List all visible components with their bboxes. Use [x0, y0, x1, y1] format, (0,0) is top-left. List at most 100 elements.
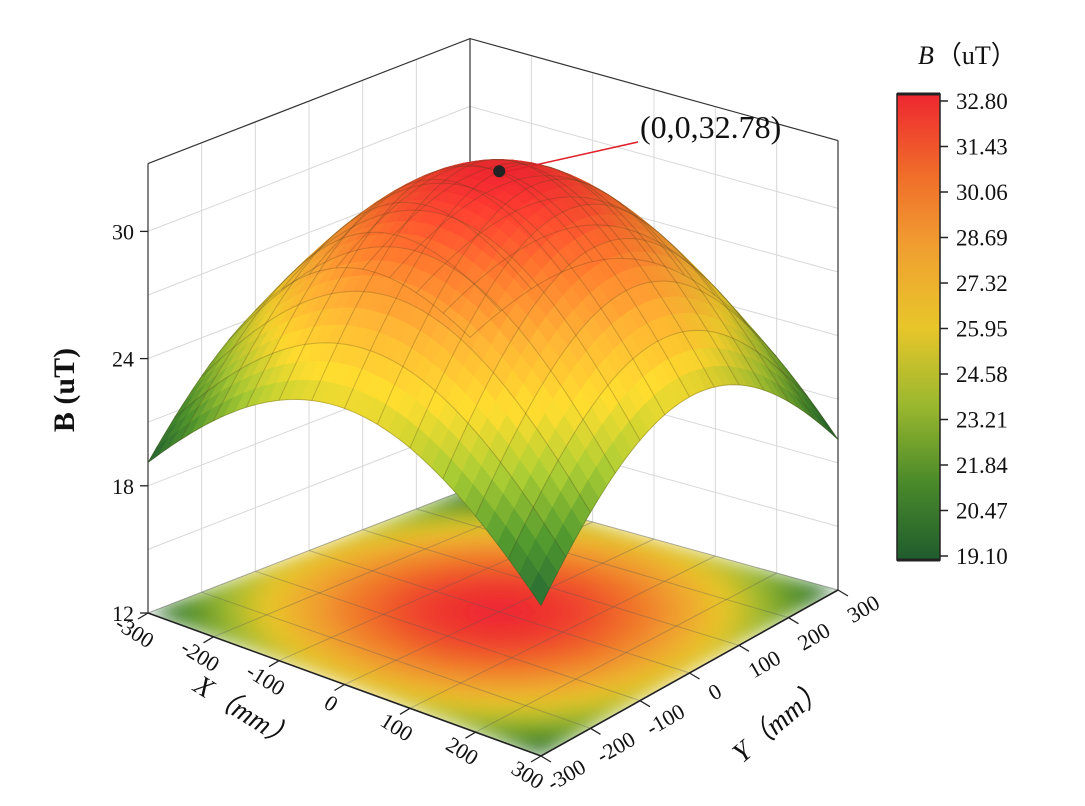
floor-gridline-y: [416, 508, 789, 619]
y-tick-label: 200: [793, 617, 834, 655]
peak-leader-line: [503, 141, 639, 173]
floor-cell: [755, 570, 783, 581]
z-tick-label: 12: [112, 601, 134, 626]
floor-cell: [641, 538, 669, 549]
floor-cell: [811, 585, 838, 597]
surface-meshline-x: [507, 329, 808, 559]
surface-meshline-x: [376, 178, 686, 425]
colorbar-tick-label: 23.21: [956, 408, 1008, 433]
y-axis-title: Y（mm）: [727, 674, 833, 770]
y-tick-mark: [540, 755, 552, 763]
surface-meshline-y: [362, 162, 740, 386]
floor-blur: [148, 488, 838, 756]
y-tick-label: 100: [744, 645, 785, 683]
y-tick-label: 0: [704, 678, 726, 705]
z-tick-label: 18: [112, 474, 134, 499]
z-tick-label: 24: [112, 347, 134, 372]
x-tick-label: -100: [242, 658, 289, 701]
x-tick-label: -200: [177, 634, 224, 677]
surface-meshline-x: [540, 384, 839, 606]
colorbar-title-symbol: B: [918, 41, 934, 70]
surface-meshline-x: [147, 267, 471, 463]
y-tick-mark: [837, 589, 849, 597]
floor-cell: [655, 542, 683, 553]
floor-gridline-y: [308, 550, 690, 674]
surface-mesh: [147, 158, 839, 607]
x-tick-label: 0: [320, 690, 343, 717]
colorbar-tick-label: 27.32: [956, 271, 1008, 296]
colorbar-tick-label: 21.84: [956, 453, 1008, 478]
floor-cell: [769, 574, 797, 585]
z-axis-title: B (uT): [48, 348, 81, 432]
x-tick-mark: [268, 660, 280, 668]
floor-gridline-y: [362, 529, 740, 646]
colorbar-tick-label: 20.47: [956, 499, 1008, 524]
peak-marker: [493, 165, 506, 178]
floor-gridline-y: [255, 570, 641, 702]
y-tick-mark: [639, 700, 651, 708]
floor-cell: [684, 550, 712, 561]
colorbar-ticks: 32.80 31.43 30.06 28.69 27.32 25.95 24.58 23.21…: [897, 89, 1008, 569]
floor-cell: [669, 546, 698, 557]
surface-meshline-y: [281, 182, 666, 415]
colorbar-tick-label: 32.80: [956, 89, 1008, 114]
colorbar-tick-label: 28.69: [956, 226, 1008, 251]
peak-label: (0,0,32.78): [640, 109, 781, 145]
x-tick-mark: [399, 707, 411, 715]
colorbar-scale: [896, 93, 941, 561]
surface-meshline-y: [174, 342, 567, 558]
surface-meshline-x: [213, 201, 532, 422]
x-tick-label: 100: [376, 708, 417, 747]
floor-gridline-x: [213, 504, 532, 638]
y-tick-mark: [590, 727, 601, 735]
floor-gridline-y: [201, 591, 591, 729]
y-tick-label: -300: [543, 754, 590, 796]
surface-patch: [529, 572, 550, 607]
surface-meshline-x: [311, 158, 624, 401]
x-tick-label: 200: [442, 732, 483, 771]
x-tick-mark: [137, 612, 149, 620]
floor-cell: [584, 523, 613, 533]
floor-cells: [148, 488, 838, 756]
colorbar-title: B（uT）: [918, 41, 1017, 70]
surface-meshline-y: [254, 209, 641, 441]
x-tick-mark: [465, 731, 476, 739]
surface-patch: [810, 409, 831, 433]
floor-cell: [740, 566, 768, 577]
floor-cell: [598, 527, 627, 537]
surface-meshline-y: [469, 257, 839, 440]
colorbar-tick-label: 24.58: [956, 362, 1008, 387]
y-tick-mark: [738, 644, 750, 652]
surface-meshline-x: [475, 280, 778, 517]
top-back-edge: [147, 37, 839, 165]
surface-meshline-x: [409, 203, 716, 449]
colorbar-title-unit: （uT）: [936, 41, 1017, 70]
floor-cell: [627, 534, 655, 545]
floor-gridline-x: [475, 572, 777, 733]
floor-cell: [726, 562, 754, 573]
x-tick-mark: [530, 755, 542, 763]
floor-cell: [712, 558, 740, 569]
surface-meshline-y: [415, 196, 789, 402]
surface-meshline-y: [228, 246, 616, 474]
y-tick-label: -200: [592, 726, 639, 768]
floor-cell: [613, 530, 641, 541]
floor-cell: [698, 554, 726, 565]
y-tick-mark: [689, 672, 700, 680]
surface-meshline-x: [442, 237, 747, 480]
colorbar: B（uT） 32.80 31.43 30.06 28.69 27.32 25.95 24.5…: [896, 41, 1017, 569]
surface-meshline-y: [147, 399, 542, 606]
z-tick-label: 30: [112, 219, 134, 244]
surface-meshline-x: [180, 231, 502, 440]
surface-meshline-y: [442, 224, 814, 419]
floor-gridline-x: [409, 555, 716, 709]
floor-gridline-x: [147, 487, 471, 614]
peak-annotation: (0,0,32.78): [493, 109, 781, 178]
y-tick-mark: [788, 617, 799, 625]
colorbar-tick-label: 19.10: [956, 544, 1008, 569]
colorbar-tick-label: 31.43: [956, 135, 1008, 160]
floor-projection: [147, 487, 839, 757]
floor-gridline-x: [344, 538, 655, 685]
y-tick-label: -100: [642, 698, 689, 740]
